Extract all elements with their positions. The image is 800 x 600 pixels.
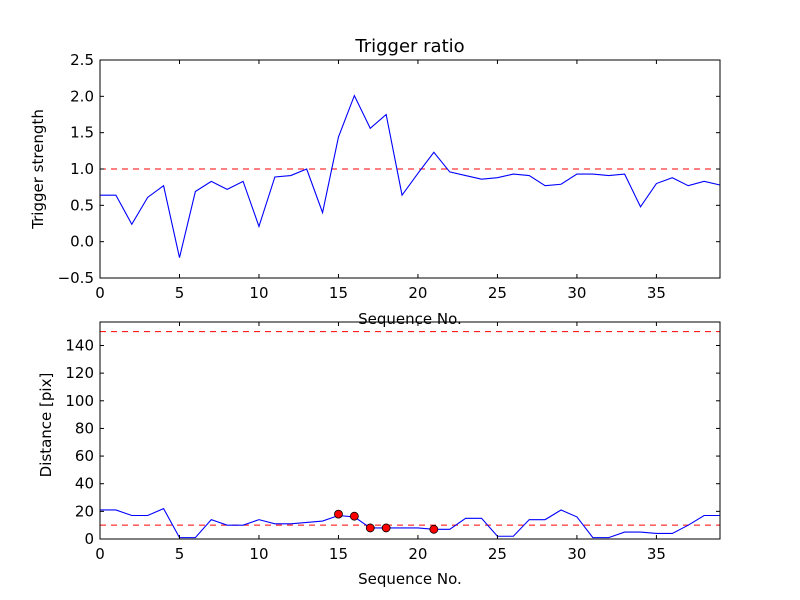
top-x-tick-label: 20 — [408, 284, 427, 302]
bottom-y-tick-label: 40 — [75, 475, 94, 493]
bottom-x-axis-label: Sequence No. — [358, 570, 462, 588]
bottom-y-axis-label: Distance [pix] — [37, 373, 55, 478]
bottom-marker-point — [349, 511, 359, 521]
bottom-x-tick-label: 20 — [408, 545, 427, 563]
bottom-x-tick-label: 25 — [488, 545, 507, 563]
bottom-y-tick-label: 140 — [65, 336, 94, 354]
top-subplot: Trigger ratio 0 5 10 15 20 25 30 35 −0.5 0.0 0.5 1… — [29, 36, 721, 328]
top-x-axis-label: Sequence No. — [358, 310, 462, 328]
top-x-tick-label: 25 — [488, 284, 507, 302]
bottom-plot-area — [100, 331, 720, 539]
top-y-tick-label: 1.5 — [70, 124, 94, 142]
bottom-x-tick-label: 5 — [175, 545, 185, 563]
bottom-y-tick-label: 60 — [75, 447, 94, 465]
bottom-x-tick-label: 0 — [95, 545, 105, 563]
top-y-axis-label: Trigger strength — [29, 109, 47, 230]
top-x-tick-label: 0 — [95, 284, 105, 302]
top-y-tick-label: 0.0 — [70, 233, 94, 251]
bottom-y-tick-label: 80 — [75, 419, 94, 437]
bottom-marker-point — [429, 524, 439, 534]
top-y-tick-label: 1.0 — [70, 160, 94, 178]
bottom-subplot: 0 5 10 15 20 25 30 35 0 20 40 60 80 100 120 140 Sequen… — [37, 321, 721, 588]
top-series-line-1 — [100, 94, 721, 258]
top-x-tick-label: 35 — [647, 284, 666, 302]
top-x-tick-label: 15 — [329, 284, 348, 302]
top-y-tick-label: −0.5 — [58, 269, 94, 287]
bottom-marker-point — [334, 509, 343, 519]
bottom-y-tick-label: 120 — [65, 364, 94, 382]
top-x-tick-label: 10 — [249, 284, 268, 302]
top-x-tick-label: 30 — [567, 284, 586, 302]
bottom-axes-frame — [99, 321, 721, 540]
bottom-series-line-1 — [100, 507, 720, 539]
bottom-marker-point — [365, 523, 375, 533]
top-chart-title: Trigger ratio — [354, 36, 464, 57]
top-y-tick-label: 0.5 — [70, 196, 94, 214]
bottom-y-tick-label: 20 — [75, 502, 94, 520]
bottom-x-tick-label: 35 — [647, 545, 666, 563]
bottom-x-tick-label: 15 — [329, 545, 348, 563]
bottom-y-tick-label: 100 — [65, 392, 94, 410]
top-y-tick-label: 2.5 — [70, 51, 94, 69]
top-x-tick-label: 5 — [175, 284, 185, 302]
bottom-x-tick-label: 10 — [249, 545, 268, 563]
bottom-marker-point — [381, 523, 391, 533]
bottom-x-tick-label: 30 — [567, 545, 586, 563]
top-y-tick-label: 2.0 — [70, 87, 94, 105]
bottom-y-tick-label: 0 — [84, 530, 94, 548]
top-plot-area — [100, 94, 721, 258]
